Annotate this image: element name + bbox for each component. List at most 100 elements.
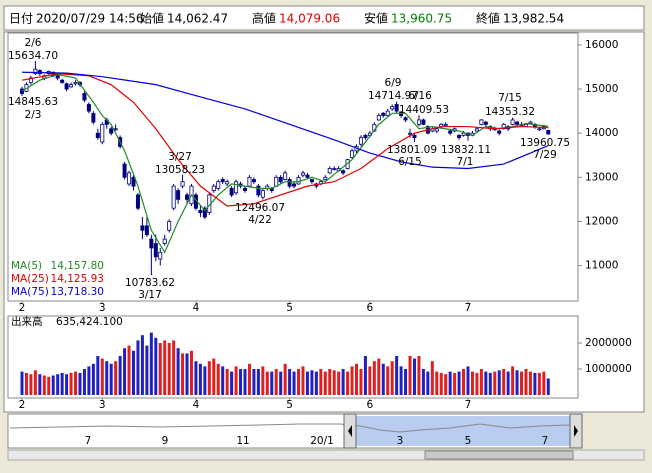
volume-bar [20, 371, 24, 395]
candle-body [167, 221, 172, 231]
candle-body [421, 119, 426, 125]
header: 日付 2020/07/29 14:56 始値 14,062.47 高値 14,079.… [3, 5, 645, 31]
volume-bar [212, 358, 216, 395]
candle-body [296, 176, 301, 185]
header-label: 始値 [140, 11, 164, 26]
volume-bar [221, 366, 225, 395]
candle-body [305, 174, 310, 178]
volume-bar [78, 372, 82, 395]
volume-bar [328, 369, 332, 395]
header-value: 14,062.47 [167, 12, 228, 26]
y-tick-label: 1000000 [585, 363, 632, 375]
scroll-thumb[interactable] [424, 450, 574, 460]
candle-body [390, 106, 395, 110]
candle-body [309, 179, 314, 183]
annotation-value: 13058.23 [155, 164, 205, 176]
annotation-date: 6/16 [408, 90, 432, 102]
candle-body [457, 134, 462, 138]
nav-label: 3 [397, 435, 404, 447]
volume-bar [158, 343, 162, 395]
candle-body [461, 132, 466, 136]
candle-body [251, 179, 256, 183]
volume-bar [332, 370, 336, 395]
candle-body [180, 181, 185, 187]
volume-bar [87, 366, 91, 395]
candle-body [109, 128, 114, 134]
y-tick-label: 2000000 [585, 337, 632, 349]
annotation-value: 14353.32 [485, 106, 535, 118]
volume-bar [230, 371, 234, 395]
y-tick-label: 11000 [585, 260, 618, 272]
legend-name: MA(75) [11, 286, 49, 298]
volume-bar [462, 369, 466, 395]
volume-bar [453, 372, 457, 395]
nav-label: 5 [465, 435, 472, 447]
volume-bar [225, 369, 229, 395]
candle-body [131, 176, 136, 187]
volume-bar [479, 369, 483, 395]
ma-line [21, 71, 549, 170]
volume-bar [29, 374, 33, 395]
annotation-date: 2/6 [25, 37, 42, 49]
volume-bar [511, 366, 515, 395]
volume-bar [430, 361, 434, 395]
annotation-date: 7/15 [498, 92, 522, 104]
date-label: 日付 [9, 12, 33, 26]
nav-label: 7 [542, 435, 549, 447]
annotation-value: 13801.09 [387, 144, 437, 156]
volume-bar [350, 366, 354, 395]
nav-label: 20/1 [310, 435, 334, 447]
nav-window[interactable] [350, 416, 572, 446]
volume-bar [408, 356, 412, 395]
scrollbar[interactable] [7, 449, 645, 461]
x-tick-label: 5 [286, 399, 293, 411]
volume-bar [475, 372, 479, 395]
volume-bar [91, 363, 95, 395]
x-tick-label: 5 [286, 302, 293, 314]
candle-body [515, 121, 520, 125]
volume-bar [149, 332, 153, 395]
x-tick-label: 3 [99, 399, 106, 411]
candle-body [546, 130, 551, 135]
candle-body [376, 115, 381, 121]
volume-bar [355, 363, 358, 395]
volume-bar [42, 375, 46, 395]
y-tick-label: 14000 [585, 127, 618, 139]
annotation-value: 13960.75 [520, 137, 570, 149]
volume-bar [270, 371, 274, 395]
nav-arrow-right [574, 425, 578, 437]
ma-line [21, 72, 549, 207]
candle-body [55, 75, 60, 79]
candle-body [327, 168, 332, 174]
header-value: 14,079.06 [279, 12, 340, 26]
x-tick-label: 7 [465, 302, 472, 314]
legend-name: MA(5) [11, 260, 42, 272]
volume-bar [256, 369, 260, 395]
volume-bar [24, 372, 28, 395]
candle-body [416, 119, 421, 125]
candle-body [140, 225, 145, 231]
volume-bar [274, 369, 278, 395]
volume-bar [247, 363, 251, 395]
volume-bar [194, 361, 198, 395]
volume-bar [528, 371, 532, 395]
candle-body [332, 168, 337, 170]
volume-bar [412, 358, 416, 395]
volume-bar [252, 369, 256, 395]
volume-bar [69, 372, 73, 395]
volume-bar [109, 363, 113, 395]
candle-body [144, 225, 149, 236]
volume-bar [145, 345, 149, 395]
candle-body [229, 187, 234, 196]
volume-bar [363, 356, 367, 395]
volume-bar [346, 371, 350, 395]
annotation-date: 3/17 [138, 289, 162, 301]
x-tick-label: 2 [19, 399, 26, 411]
volume-bar [176, 348, 180, 395]
candle-body [100, 123, 105, 143]
volume-bar [96, 356, 100, 395]
date: 2020/07/29 14:56 [36, 12, 144, 26]
candle-body [434, 128, 439, 132]
volume-bar [417, 356, 421, 395]
volume-bar [74, 371, 78, 395]
